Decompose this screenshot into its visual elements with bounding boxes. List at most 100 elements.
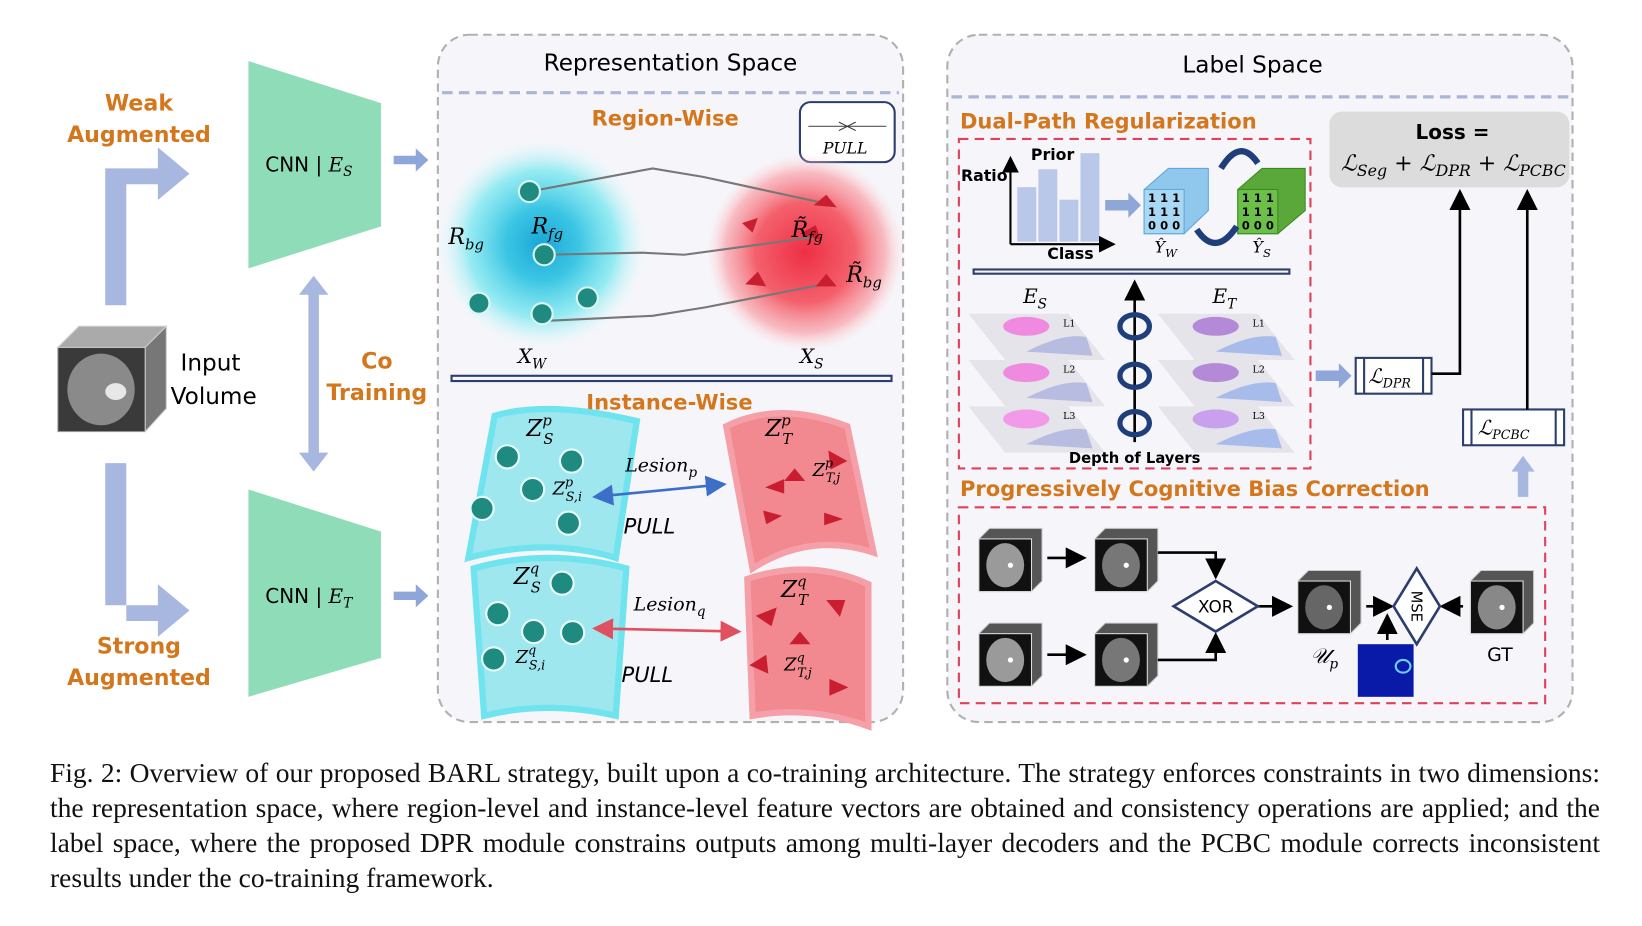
prior-arrow <box>1105 192 1141 218</box>
layer-label: L1 <box>1063 318 1075 329</box>
brain-volume-cube <box>1094 527 1159 593</box>
feature-arrow-s <box>393 148 429 172</box>
strong-region-cloud <box>705 152 906 353</box>
dpr-to-loss-arrow <box>1431 188 1471 375</box>
representation-space-title: Representation Space <box>544 51 798 77</box>
prediction-s-cube: 1 1 1 1 1 1 0 0 0 <box>1237 167 1306 235</box>
strong-label: Strong <box>97 634 181 660</box>
prior-histogram <box>1016 152 1101 243</box>
pcbc-volumes <box>978 527 1535 687</box>
layer-label: L2 <box>1253 365 1265 376</box>
xor-label: XOR <box>1198 597 1234 617</box>
xor-node: XOR <box>1171 579 1261 634</box>
dpr-divider <box>972 268 1291 275</box>
decoder-layer-s: L1 <box>968 313 1106 361</box>
z-s-q-label: Zq S <box>513 561 541 597</box>
class-label: Class <box>1047 244 1093 263</box>
z-s-i-p-label: Zp S,i <box>552 474 582 504</box>
cycle-arrow-icon <box>1194 224 1240 247</box>
y-s-label: ŶS <box>1253 237 1271 260</box>
lesion-q-arrow <box>592 618 742 642</box>
weak-feature-points <box>467 180 599 326</box>
pull-label-p: PULL <box>624 514 676 539</box>
layer-cycle-icons <box>1117 312 1153 438</box>
encoder-t-label: CNN | ET <box>265 584 353 611</box>
prior-bar <box>1016 186 1038 243</box>
l-dpr-box: ℒDPR <box>1354 356 1433 395</box>
prior-bar <box>1037 168 1059 243</box>
encoder-s-trapezoid <box>248 61 382 269</box>
e-t-label: ET <box>1212 284 1238 312</box>
brain-volume-cube <box>978 622 1043 687</box>
pull-legend-label: PULL <box>822 139 868 158</box>
input-volume-cube <box>56 325 168 433</box>
cycle-arrow-icon <box>1218 148 1261 171</box>
gt-label: GT <box>1487 644 1513 666</box>
representation-space-panel: Representation Space Region-Wise PULL Rb… <box>436 33 906 731</box>
depth-label: Depth of Layers <box>1069 450 1201 467</box>
label-space-panel: Label Space Dual-Path Regularization Pri… <box>946 33 1574 724</box>
strong-feature-points <box>742 194 837 287</box>
input-label: Input <box>181 351 241 377</box>
manifold-s-q <box>470 554 630 720</box>
brain-volume-cube <box>1094 622 1159 687</box>
mse-node: MSE <box>1392 565 1442 647</box>
matrix-row: 1 1 1 <box>1148 205 1180 219</box>
strong-path-arrow <box>105 463 190 637</box>
matrix-row: 0 0 0 <box>1148 218 1180 232</box>
co-label-2: Training <box>326 380 427 406</box>
decoder-layer-s: L3 <box>968 406 1106 453</box>
strong-label-2: Augmented <box>67 665 211 691</box>
pcbc-title: Progressively Cognitive Bias Correction <box>960 476 1430 501</box>
encoder-s-label: CNN | ES <box>265 153 352 180</box>
manifold-t-p <box>722 409 878 574</box>
z-s-i-q-label: Zq S,i <box>515 643 545 673</box>
barl-overview-figure: Weak Augmented Strong Augmented Input Vo… <box>56 33 1574 731</box>
x-s-label: XS <box>798 344 824 372</box>
r-fg-tilde-label: R̃fg <box>791 217 824 246</box>
weak-label-2: Augmented <box>67 122 211 148</box>
loss-box: Loss = ℒSeg + ℒDPR + ℒPCBC <box>1329 111 1570 188</box>
input-label-2: Volume <box>171 384 257 410</box>
layer-label: L2 <box>1063 365 1075 376</box>
lesion-q-label: Lesionq <box>633 594 706 620</box>
uncertainty-mask <box>1357 644 1414 697</box>
z-s-p-label: Zp S <box>525 412 553 448</box>
matrix-row: 1 1 1 <box>1148 191 1180 205</box>
loss-title: Loss = <box>1416 120 1490 144</box>
lesion-p-label: Lesionp <box>624 455 697 481</box>
layer-label: L3 <box>1253 411 1265 422</box>
dpr-output-arrow <box>1315 363 1352 389</box>
l-pcbc-box: ℒPCBC <box>1462 408 1566 447</box>
y-w-label: ŶW <box>1155 237 1178 260</box>
pcbc-box <box>957 506 1547 705</box>
mse-label: MSE <box>1407 591 1424 622</box>
decoder-layer-t: L1 <box>1157 313 1295 361</box>
lesion-p-arrow <box>592 475 727 506</box>
weak-path-arrow <box>105 147 190 306</box>
decoder-layer-t: L2 <box>1157 360 1295 407</box>
co-label: Co <box>361 348 392 374</box>
prediction-w-cube: 1 1 1 1 1 1 0 0 0 <box>1143 167 1209 235</box>
e-s-label: ES <box>1022 284 1047 312</box>
instance-wise-title: Instance-Wise <box>586 389 752 414</box>
region-wise-title: Region-Wise <box>592 105 739 130</box>
decoder-layers: L1 L1 L2 L2 L3 L3 <box>968 313 1295 453</box>
pull-lines <box>529 167 825 323</box>
matrix-row: 0 0 0 <box>1242 218 1274 232</box>
encoder-t-trapezoid <box>248 489 382 697</box>
label-space-title: Label Space <box>1182 53 1322 79</box>
ratio-label: Ratio <box>961 166 1008 185</box>
matrix-row: 1 1 1 <box>1242 191 1274 205</box>
r-bg-label: Rbg <box>447 224 483 253</box>
svg-text:ℒPCBC: ℒPCBC <box>1478 416 1530 442</box>
dpr-box <box>957 137 1312 470</box>
instance-points-s <box>469 444 586 672</box>
brain-volume-cube <box>1469 569 1535 635</box>
x-w-label: XW <box>516 344 547 372</box>
decoder-layer-s: L2 <box>968 360 1106 407</box>
layer-label: L3 <box>1063 411 1075 422</box>
r-bg-tilde-label: R̃bg <box>845 262 882 291</box>
svg-text:ℒDPR: ℒDPR <box>1368 364 1411 390</box>
z-t-j-q-label: Zq T,j <box>783 650 812 680</box>
